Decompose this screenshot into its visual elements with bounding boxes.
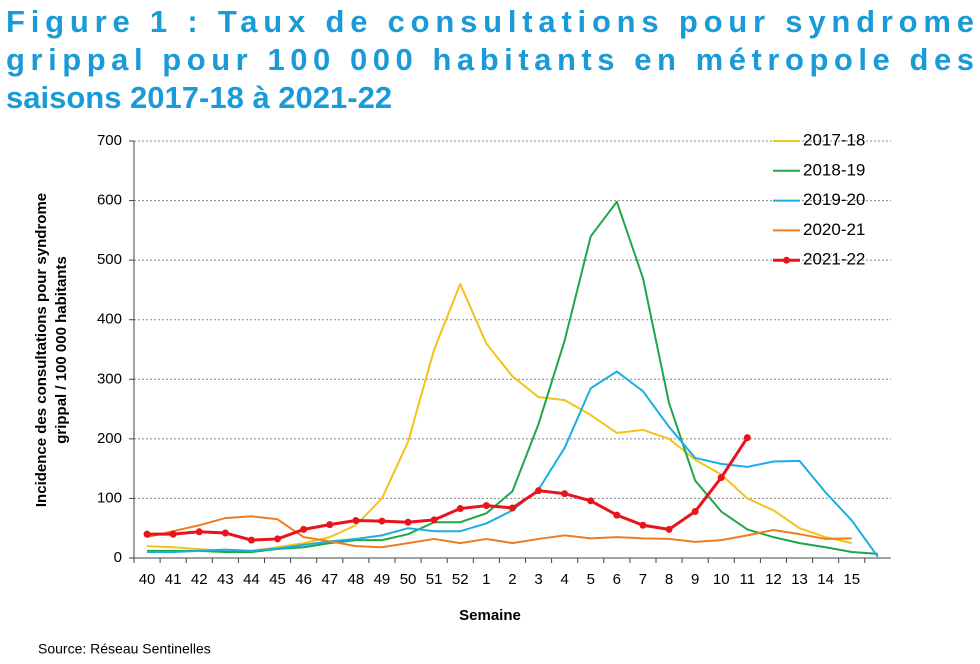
x-tick-label: 3 [534, 571, 542, 588]
chart-title: grippal pour 100 000 habitants en métrop… [6, 42, 974, 77]
point [300, 525, 308, 533]
x-tick-label: 40 [139, 571, 156, 588]
point [639, 521, 647, 529]
point [613, 511, 621, 519]
y-axis-label: grippal / 100 000 habitants [53, 256, 70, 444]
point [717, 474, 725, 482]
point [482, 502, 490, 510]
x-tick-label: 41 [165, 571, 182, 588]
x-tick-label: 2 [508, 571, 516, 588]
y-axis-label: Incidence des consultations pour syndrom… [33, 193, 50, 507]
x-tick-label: 1 [482, 571, 490, 588]
x-tick-label: 5 [587, 571, 595, 588]
x-tick-label: 47 [321, 571, 338, 588]
point [561, 490, 569, 498]
point [743, 434, 751, 442]
point [665, 525, 673, 533]
chart-title: saisons 2017-18 à 2021-22 [6, 80, 392, 115]
point [691, 508, 699, 516]
x-tick-label: 49 [374, 571, 391, 588]
point [326, 521, 334, 529]
x-tick-label: 13 [791, 571, 808, 588]
y-tick-label: 600 [97, 192, 122, 209]
point [430, 516, 438, 524]
x-tick-label: 50 [400, 571, 417, 588]
x-tick-label: 9 [691, 571, 699, 588]
x-tick-label: 10 [713, 571, 730, 588]
x-tick-label: 15 [843, 571, 860, 588]
legend-label: 2019-20 [803, 190, 865, 209]
legend-label: 2020-21 [803, 220, 865, 239]
legend-label: 2021-22 [803, 250, 865, 269]
y-tick-label: 100 [97, 489, 122, 506]
y-tick-label: 500 [97, 251, 122, 268]
chart-title: Figure 1 : Taux de consultations pour sy… [6, 4, 974, 39]
point [169, 530, 177, 538]
point [535, 487, 543, 495]
series-line [147, 282, 852, 552]
x-tick-label: 7 [639, 571, 647, 588]
x-tick-label: 8 [665, 571, 673, 588]
x-tick-label: 14 [817, 571, 834, 588]
legend-marker [783, 256, 790, 264]
point [221, 529, 229, 537]
y-tick-label: 400 [97, 311, 122, 328]
x-tick-label: 45 [269, 571, 286, 588]
y-tick-label: 0 [114, 549, 122, 566]
point [274, 535, 282, 543]
point [247, 536, 255, 544]
x-tick-label: 12 [765, 571, 782, 588]
series-line [146, 515, 852, 549]
point [404, 518, 412, 526]
x-tick-label: 51 [426, 571, 443, 588]
x-axis-label: Semaine [459, 607, 521, 624]
point [352, 516, 360, 524]
y-tick-label: 300 [97, 370, 122, 387]
point [587, 497, 595, 505]
x-tick-label: 52 [452, 571, 469, 588]
x-tick-label: 46 [295, 571, 312, 588]
x-tick-label: 6 [613, 571, 621, 588]
y-tick-label: 200 [97, 430, 122, 447]
point [143, 530, 151, 538]
x-tick-label: 48 [348, 571, 365, 588]
x-tick-label: 43 [217, 571, 234, 588]
point [508, 504, 516, 512]
x-tick-label: 42 [191, 571, 208, 588]
legend-label: 2017-18 [803, 130, 865, 149]
series-line [147, 436, 749, 542]
x-tick-label: 44 [243, 571, 260, 588]
point [378, 517, 386, 525]
x-tick-label: 11 [740, 571, 756, 588]
x-tick-label: 4 [560, 571, 568, 588]
legend-label: 2018-19 [803, 160, 865, 179]
point [456, 505, 464, 513]
series-line [147, 370, 879, 558]
series-line [147, 200, 878, 555]
point [195, 528, 203, 536]
source: Source: Réseau Sentinelles [38, 641, 211, 657]
y-tick-label: 700 [97, 132, 122, 149]
